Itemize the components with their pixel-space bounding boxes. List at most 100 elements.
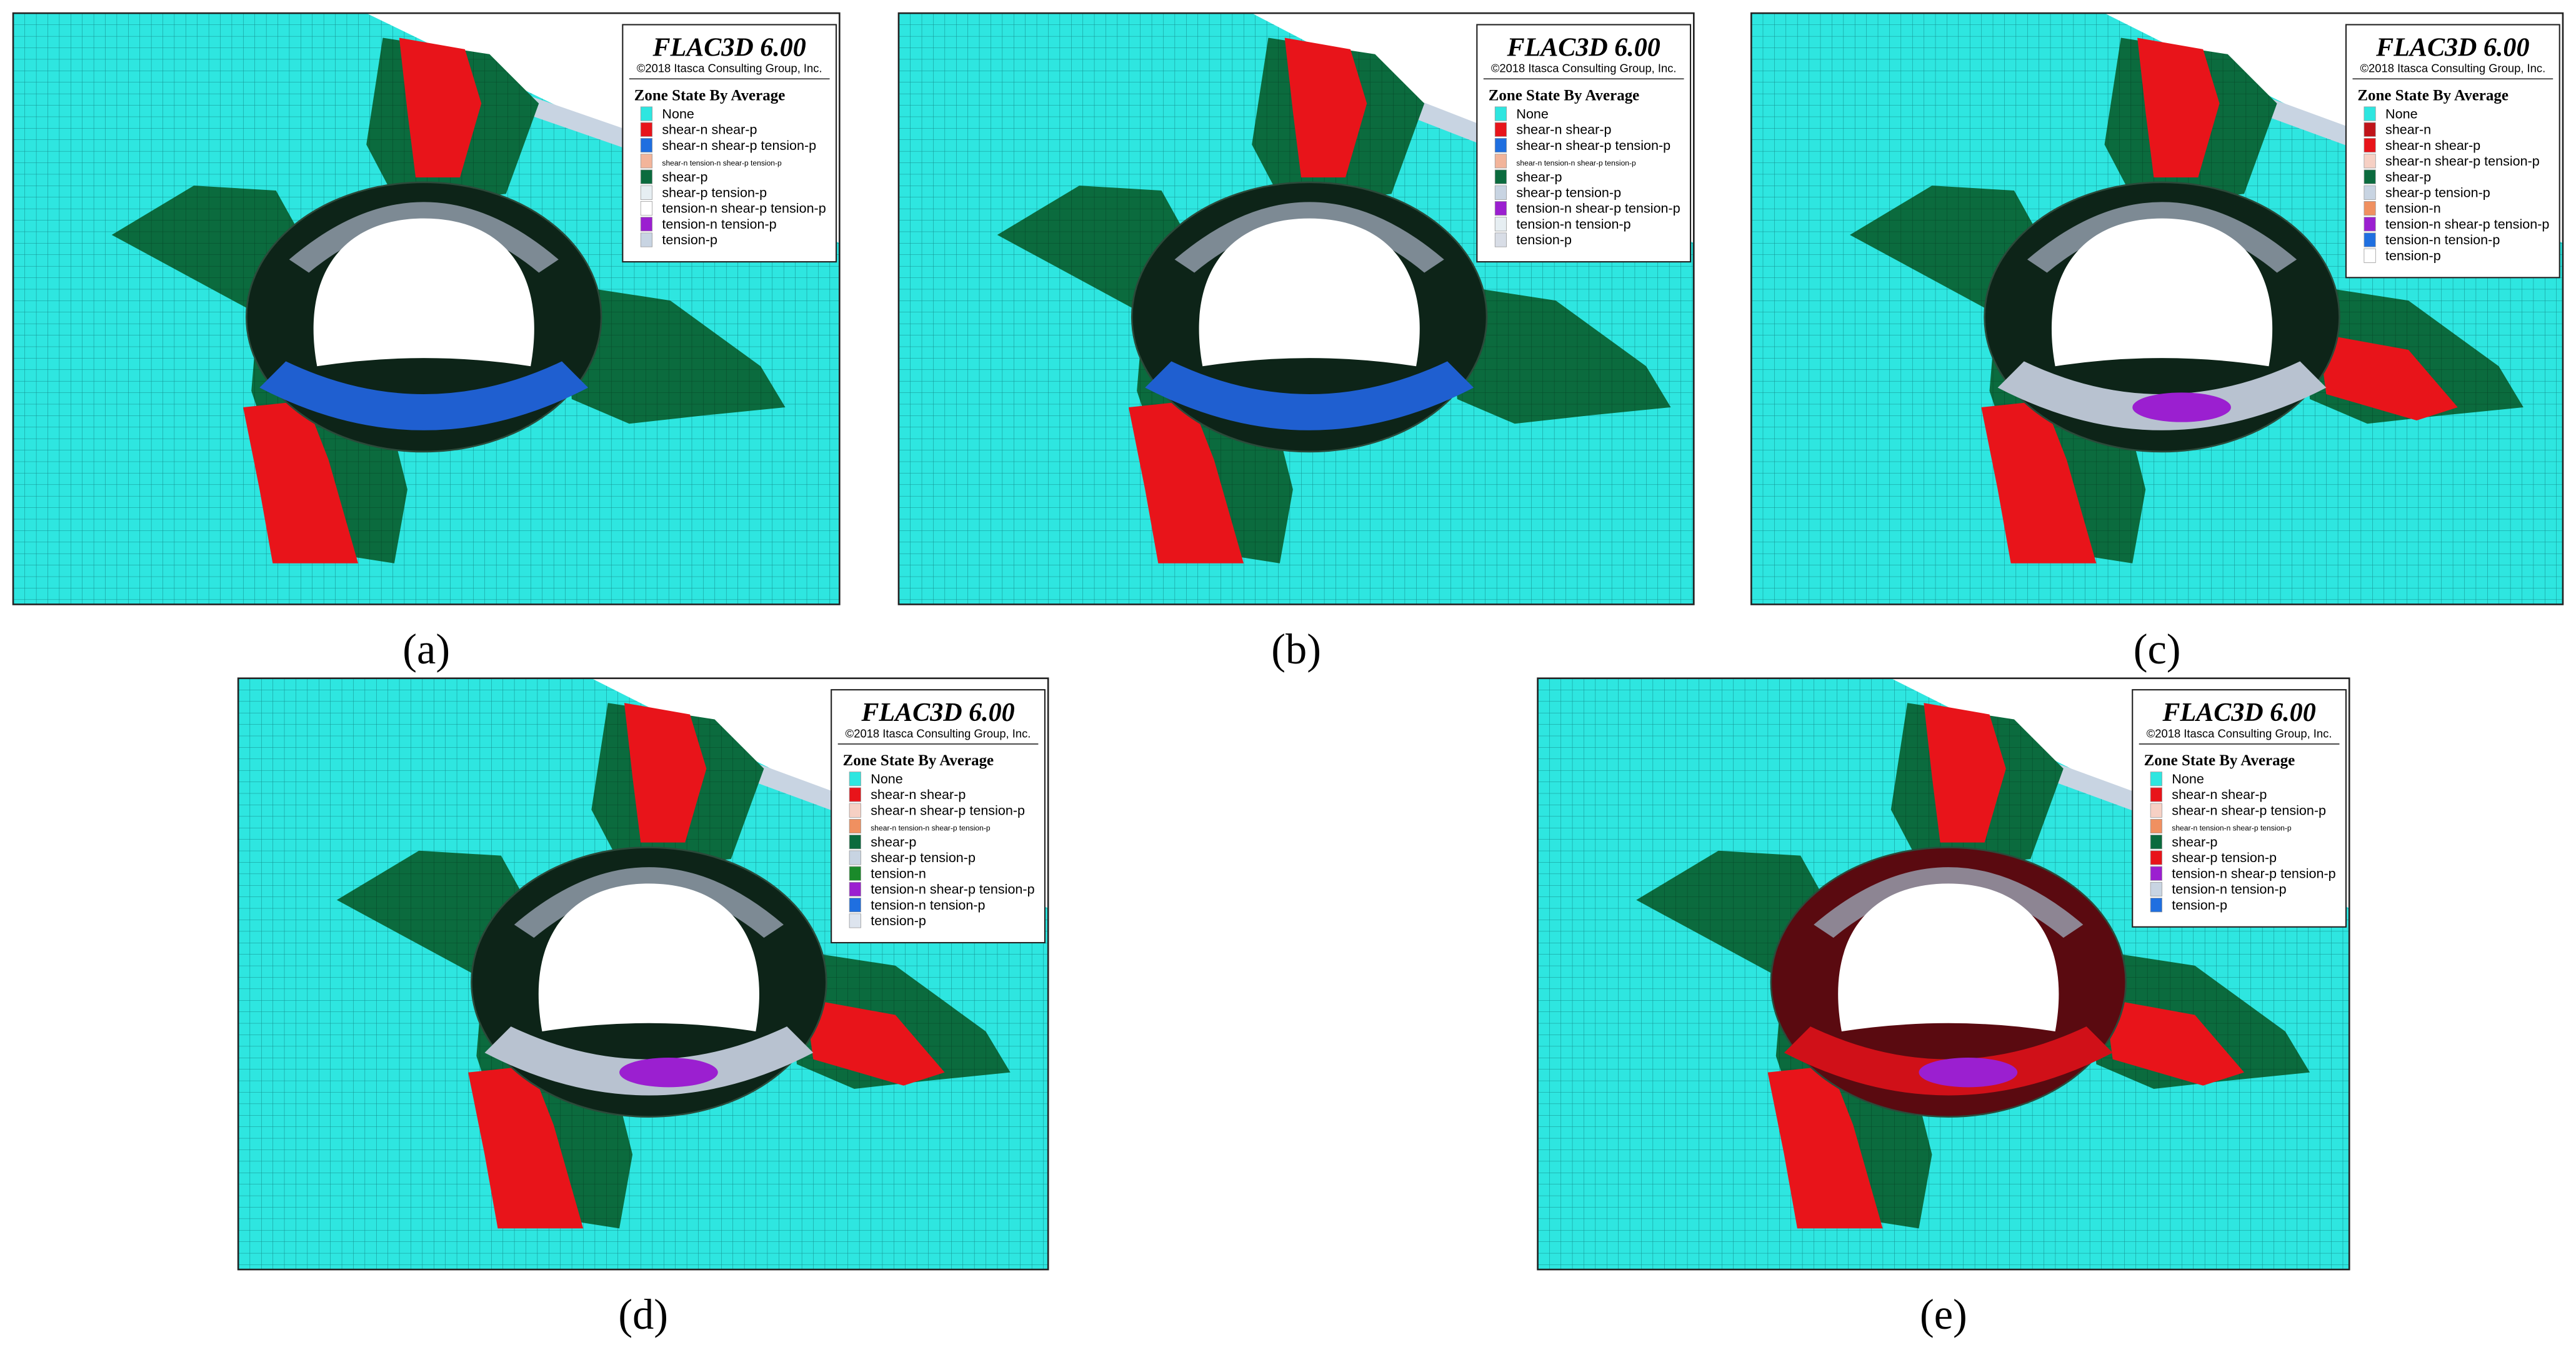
legend-swatch xyxy=(849,913,861,928)
legend-title: Zone State By Average xyxy=(843,752,994,769)
legend: FLAC3D 6.00©2018 Itasca Consulting Group… xyxy=(2132,689,2347,928)
invert-patch xyxy=(1919,1058,2018,1088)
legend-label: tension-n shear-p tension-p xyxy=(1516,201,1680,216)
legend-swatch xyxy=(1494,138,1507,153)
legend-swatch xyxy=(2150,835,2162,850)
legend-label: None xyxy=(662,106,694,121)
legend-swatch xyxy=(849,850,861,865)
legend-label: shear-p tension-p xyxy=(871,850,976,865)
legend-swatch xyxy=(1494,154,1507,169)
legend-swatch xyxy=(2364,201,2376,216)
legend-label: shear-n shear-p tension-p xyxy=(1516,137,1670,153)
zone-left xyxy=(111,186,407,563)
legend-label: shear-p xyxy=(2172,834,2217,850)
legend-swatch xyxy=(2364,248,2376,263)
zone-right xyxy=(563,284,786,424)
legend-label: shear-p xyxy=(871,834,916,850)
legend-swatch xyxy=(2150,787,2162,802)
zone-right xyxy=(1449,284,1671,424)
legend-label: tension-n shear-p tension-p xyxy=(662,201,826,216)
zone-red-bottom xyxy=(243,400,359,563)
legend-swatch xyxy=(849,898,861,913)
caption: (a) xyxy=(402,625,450,673)
legend-label: shear-n shear-p tension-p xyxy=(2172,802,2326,818)
legend-box xyxy=(831,689,1046,944)
zone-red-right xyxy=(2104,998,2244,1086)
legend-label: shear-n tension-n shear-p tension-p xyxy=(662,159,782,167)
frame xyxy=(237,677,1049,1271)
legend-app-title: FLAC3D 6.00 xyxy=(861,698,1014,727)
legend-app-title: FLAC3D 6.00 xyxy=(1507,33,1660,62)
panel: FLAC3D 6.00©2018 Itasca Consulting Group… xyxy=(237,677,1049,1271)
legend-label: tension-p xyxy=(662,232,717,247)
legend-app-title: FLAC3D 6.00 xyxy=(652,33,806,62)
legend-label: shear-p tension-p xyxy=(2385,185,2490,201)
legend-copyright: ©2018 Itasca Consulting Group, Inc. xyxy=(2147,727,2332,740)
legend-label: shear-n tension-n shear-p tension-p xyxy=(1516,159,1636,167)
legend-label: shear-n shear-p tension-p xyxy=(2385,153,2540,169)
opening xyxy=(1199,218,1420,367)
zone-red-bottom xyxy=(1981,400,2097,563)
legend-swatch xyxy=(640,185,653,200)
legend-label: tension-n tension-p xyxy=(871,897,985,913)
legend-label: shear-n xyxy=(2385,122,2431,137)
legend-label: shear-n shear-p xyxy=(871,787,966,802)
legend-label: tension-n tension-p xyxy=(2385,232,2500,247)
zone-red-top xyxy=(624,703,707,843)
crown-band xyxy=(514,867,784,938)
legend-label: shear-p xyxy=(2385,169,2431,184)
legend-swatch xyxy=(2364,185,2376,200)
panel: FLAC3D 6.00©2018 Itasca Consulting Group… xyxy=(12,12,841,605)
crown-band xyxy=(1174,202,1444,273)
caption: (e) xyxy=(1920,1291,1967,1338)
legend-label: shear-n shear-p xyxy=(2172,787,2267,802)
invert-band xyxy=(1145,361,1474,430)
legend-title: Zone State By Average xyxy=(1489,87,1640,104)
legend: FLAC3D 6.00©2018 Itasca Consulting Group… xyxy=(831,689,1046,944)
frame xyxy=(12,12,841,605)
legend-swatch xyxy=(640,169,653,184)
panel: FLAC3D 6.00©2018 Itasca Consulting Group… xyxy=(1750,12,2564,605)
legend-box xyxy=(2132,689,2347,928)
legend-swatch xyxy=(2364,122,2376,137)
legend-swatch xyxy=(849,866,861,881)
legend-label: shear-n shear-p xyxy=(1516,122,1611,137)
crown-band xyxy=(289,202,559,273)
legend-label: shear-n tension-n shear-p tension-p xyxy=(871,824,991,833)
legend-swatch xyxy=(849,835,861,850)
zone-left xyxy=(1850,186,2146,563)
frame xyxy=(1750,12,2564,605)
legend-label: None xyxy=(2172,771,2204,787)
legend-label: shear-n shear-p xyxy=(662,122,757,137)
legend-swatch xyxy=(2150,850,2162,865)
legend-swatch xyxy=(640,106,653,121)
legend-app-title: FLAC3D 6.00 xyxy=(2162,698,2315,727)
zone-red-bottom xyxy=(1767,1066,1883,1229)
legend-swatch xyxy=(2150,898,2162,913)
frame xyxy=(1537,677,2350,1271)
legend-swatch xyxy=(1494,201,1507,216)
panel: FLAC3D 6.00©2018 Itasca Consulting Group… xyxy=(1537,677,2350,1271)
zone-left xyxy=(336,850,633,1229)
legend-swatch xyxy=(2364,232,2376,247)
legend-swatch xyxy=(2150,818,2162,834)
legend-title: Zone State By Average xyxy=(2144,752,2295,769)
invert-patch xyxy=(2132,392,2231,422)
zone-left xyxy=(997,186,1293,563)
legend-swatch xyxy=(640,217,653,232)
legend-copyright: ©2018 Itasca Consulting Group, Inc. xyxy=(637,62,822,75)
legend-label: shear-n shear-p tension-p xyxy=(662,137,816,153)
caption: (c) xyxy=(2134,625,2181,673)
legend-swatch xyxy=(640,201,653,216)
legend-swatch xyxy=(2150,881,2162,896)
legend-label: tension-p xyxy=(871,913,926,928)
legend-label: shear-p xyxy=(1516,169,1562,184)
zone-red-right xyxy=(2318,333,2458,421)
legend-label: tension-n tension-p xyxy=(2172,881,2286,897)
legend-copyright: ©2018 Itasca Consulting Group, Inc. xyxy=(1491,62,1677,75)
zone-left xyxy=(1636,850,1932,1229)
legend-app-title: FLAC3D 6.00 xyxy=(2375,33,2529,62)
legend-label: None xyxy=(1516,106,1549,121)
legend-label: tension-n xyxy=(871,865,926,881)
